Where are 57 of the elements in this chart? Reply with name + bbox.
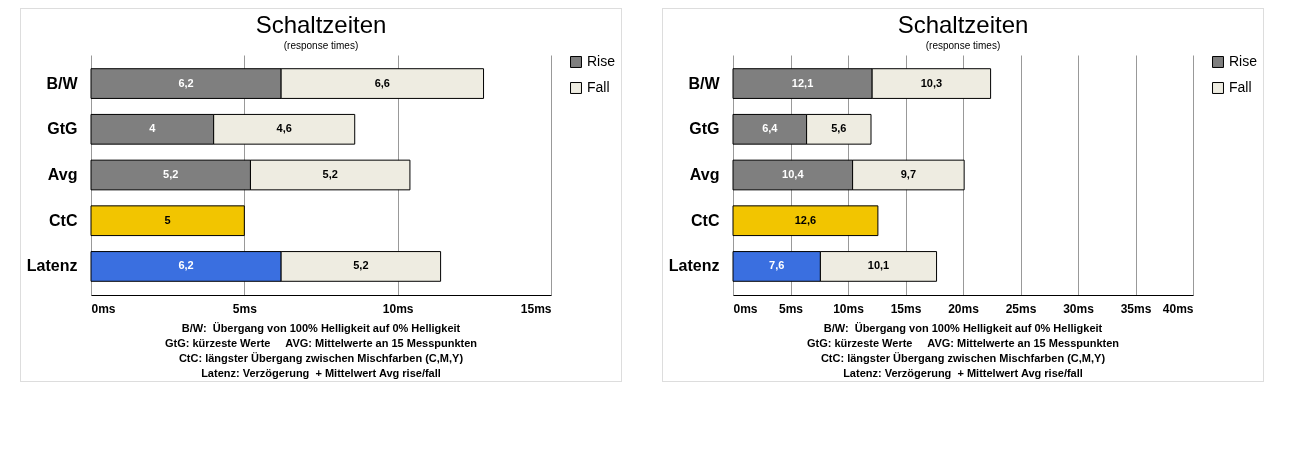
text: GtG: kürzeste Werte AVG: Mittelwerte an 15 Messpunkten bbox=[805, 336, 1121, 351]
chart-title: Schaltzeiten bbox=[255, 11, 387, 38]
x-tick-label: 15ms bbox=[520, 301, 552, 316]
data-label: 6,4 bbox=[762, 122, 779, 135]
data-label: 10,4 bbox=[782, 168, 805, 180]
x-tick-label: 5ms bbox=[232, 301, 258, 316]
text: B/W: Übergang von 100% Helligkeit auf 0% Helligkeit bbox=[180, 321, 462, 336]
x-tick-label: 20ms bbox=[948, 301, 980, 316]
data-label: 6,2 bbox=[178, 259, 194, 272]
x-tick-label: 5ms bbox=[778, 301, 804, 316]
y-tick-label: CtC bbox=[691, 211, 720, 229]
legend-label: Fall bbox=[587, 79, 610, 95]
x-tick-label: 10ms bbox=[833, 301, 865, 316]
x-tick-label: 30ms bbox=[1063, 301, 1095, 316]
y-tick-label: Latenz bbox=[26, 257, 78, 275]
x-tick-label: 10ms bbox=[382, 301, 414, 316]
text: GtG: kürzeste Werte AVG: Mittelwerte an 15 Messpunkten bbox=[163, 336, 479, 351]
data-label: 6,2 bbox=[178, 76, 194, 89]
data-label: 9,7 bbox=[900, 168, 917, 180]
y-tick-label: Latenz bbox=[668, 257, 720, 275]
data-label: 5,2 bbox=[322, 168, 338, 180]
data-label: 12,6 bbox=[794, 213, 817, 226]
data-label: 10,3 bbox=[920, 76, 943, 89]
y-tick-label: Avg bbox=[689, 166, 720, 183]
y-tick-label: B/W bbox=[688, 74, 721, 92]
x-tick-label: 15ms bbox=[890, 301, 922, 316]
legend-label: Rise bbox=[1229, 53, 1258, 69]
data-label: 4 bbox=[149, 122, 157, 135]
data-label: 7,6 bbox=[769, 259, 785, 272]
chart-title: Schaltzeiten bbox=[897, 11, 1029, 38]
text: B/W: Übergang von 100% Helligkeit auf 0% Helligkeit bbox=[822, 321, 1104, 336]
y-tick-label: Avg bbox=[47, 166, 78, 183]
data-label: 5,2 bbox=[163, 168, 179, 180]
legend-label: Fall bbox=[1229, 79, 1252, 95]
chart-subtitle: (response times) bbox=[283, 40, 359, 51]
data-label: 5,2 bbox=[353, 259, 369, 272]
data-label: 5,6 bbox=[831, 122, 847, 135]
data-label: 6,6 bbox=[374, 76, 390, 89]
text: Latenz: Verzögerung + Mittelwert Avg rise/fall bbox=[842, 366, 1084, 381]
x-tick-label: 35ms bbox=[1120, 301, 1152, 316]
text: CtC: längster Übergang zwischen Mischfarben (C,M,Y) bbox=[819, 351, 1107, 366]
legend-label: Rise bbox=[587, 53, 616, 69]
data-label: 12,1 bbox=[791, 76, 814, 89]
x-tick-label: 0ms bbox=[91, 301, 116, 316]
x-tick-label: 0ms bbox=[733, 301, 758, 316]
data-label: 4,6 bbox=[276, 122, 292, 135]
x-tick-label: 40ms bbox=[1162, 301, 1194, 316]
y-tick-label: CtC bbox=[49, 211, 78, 229]
y-tick-label: B/W bbox=[46, 74, 79, 92]
y-tick-label: GtG bbox=[689, 120, 720, 138]
chart-subtitle: (response times) bbox=[925, 40, 1001, 51]
y-tick-label: GtG bbox=[47, 120, 78, 138]
x-tick-label: 25ms bbox=[1005, 301, 1037, 316]
data-label: 5 bbox=[164, 213, 171, 226]
data-label: 10,1 bbox=[867, 259, 890, 272]
text: CtC: längster Übergang zwischen Mischfarben (C,M,Y) bbox=[177, 351, 465, 366]
text: Latenz: Verzögerung + Mittelwert Avg rise/fall bbox=[200, 366, 442, 381]
